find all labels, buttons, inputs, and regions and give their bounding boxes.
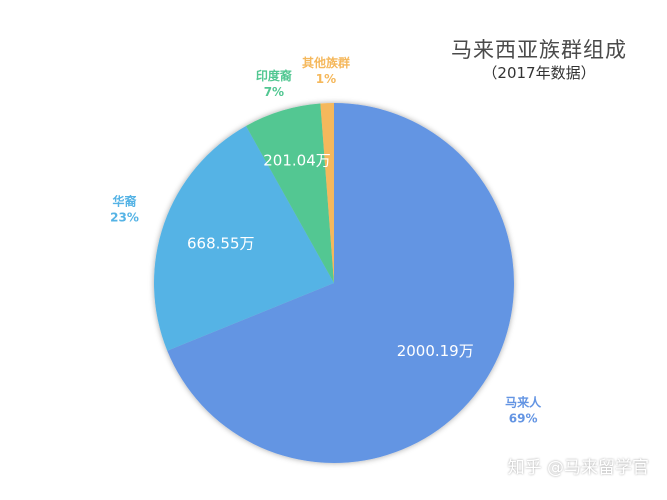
pie-slice-1: [167, 103, 514, 464]
slice-value-label: 2000.19万: [397, 342, 474, 360]
pie-slice-3: [246, 103, 334, 283]
slice-value-label: 201.04万: [263, 151, 331, 169]
chart-title: 马来西亚族群组成: [451, 38, 627, 62]
watermark: 知乎 @马来留学官: [507, 458, 649, 478]
slice-percent-label: 1%: [316, 72, 336, 86]
pie-slice-4: [320, 103, 334, 283]
slice-percent-label: 69%: [509, 411, 538, 425]
slice-percent-label: 7%: [264, 85, 284, 99]
chart-subtitle: （2017年数据）: [482, 64, 596, 82]
slice-name-label: 其他族群: [302, 55, 350, 70]
slice-percent-label: 23%: [110, 211, 139, 225]
pie-slice-2: [154, 125, 334, 351]
slice-name-label: 印度裔: [256, 68, 292, 83]
slice-name-label: 马来人: [505, 394, 542, 409]
slice-name-label: 华裔: [112, 194, 136, 209]
slice-value-label: 668.55万: [187, 234, 255, 252]
